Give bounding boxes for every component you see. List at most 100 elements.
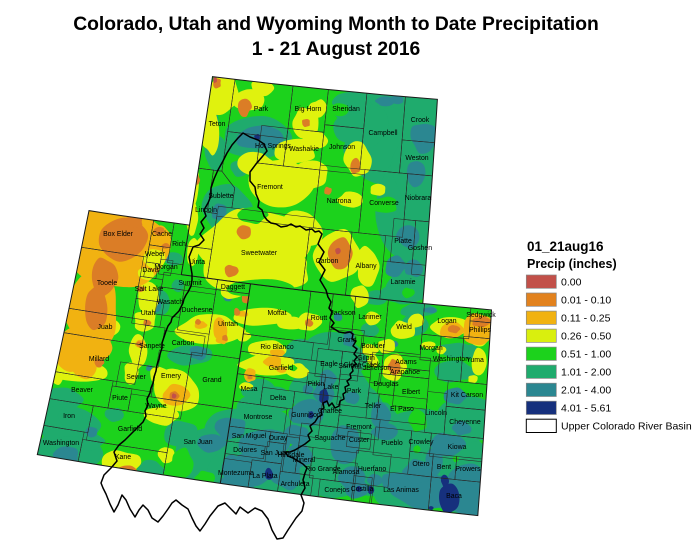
svg-text:Carbon: Carbon [316, 258, 339, 265]
svg-text:Fremont: Fremont [257, 184, 283, 191]
svg-text:Montezuma: Montezuma [218, 470, 254, 477]
svg-text:Emery: Emery [161, 373, 181, 380]
svg-text:Fremont: Fremont [346, 424, 372, 431]
svg-text:Jackson: Jackson [330, 310, 355, 317]
svg-text:Duchesne: Duchesne [181, 307, 212, 314]
svg-text:Costilla: Costilla [351, 486, 374, 493]
svg-text:San Miguel: San Miguel [232, 433, 267, 440]
svg-text:Cache: Cache [152, 231, 172, 238]
svg-text:Lake: Lake [324, 384, 339, 391]
svg-text:Hot Springs: Hot Springs [255, 143, 292, 150]
svg-text:0.51 - 1.00: 0.51 - 1.00 [561, 349, 611, 361]
svg-text:Douglas: Douglas [373, 381, 399, 388]
svg-text:Las Animas: Las Animas [383, 487, 419, 494]
svg-text:Millard: Millard [89, 356, 109, 363]
svg-text:Precip (inches): Precip (inches) [527, 257, 617, 271]
svg-text:Sublette: Sublette [208, 193, 233, 200]
svg-text:Eagle: Eagle [320, 361, 338, 368]
svg-text:Archuleta: Archuleta [280, 481, 309, 488]
svg-text:Laramie: Laramie [391, 279, 416, 286]
svg-text:Alamosa: Alamosa [333, 469, 360, 476]
svg-text:Washington: Washington [433, 356, 469, 363]
svg-text:Park: Park [347, 388, 362, 395]
svg-text:Park: Park [254, 106, 269, 113]
svg-text:Delta: Delta [270, 395, 286, 402]
svg-text:Saguache: Saguache [314, 435, 345, 442]
svg-text:La Plata: La Plata [252, 473, 277, 480]
svg-text:Campbell: Campbell [368, 130, 398, 137]
svg-text:0.26 - 0.50: 0.26 - 0.50 [561, 331, 611, 343]
svg-text:Teller: Teller [365, 403, 382, 410]
svg-text:Logan: Logan [437, 318, 456, 325]
svg-text:Kane: Kane [115, 454, 131, 461]
svg-text:2.01 - 4.00: 2.01 - 4.00 [561, 385, 611, 397]
svg-text:El Paso: El Paso [390, 406, 414, 413]
svg-text:Boulder: Boulder [361, 343, 385, 350]
svg-text:Uinta: Uinta [189, 259, 205, 266]
svg-text:Dolores: Dolores [233, 447, 257, 454]
svg-text:Hinsdale: Hinsdale [278, 452, 305, 459]
svg-text:Davis: Davis [142, 267, 160, 274]
svg-text:Wasatch: Wasatch [157, 299, 184, 306]
svg-text:Big Horn: Big Horn [295, 106, 322, 113]
svg-text:Garfield: Garfield [118, 426, 142, 433]
svg-text:Niobrara: Niobrara [405, 195, 432, 202]
svg-text:Baca: Baca [446, 493, 462, 500]
svg-text:Ouray: Ouray [269, 435, 288, 442]
svg-text:Larimer: Larimer [358, 314, 382, 321]
svg-text:Pueblo: Pueblo [381, 440, 403, 447]
svg-text:Tooele: Tooele [97, 280, 117, 287]
svg-text:Washakie: Washakie [289, 146, 319, 153]
svg-text:Morgan: Morgan [154, 264, 178, 271]
svg-text:Routt: Routt [311, 315, 328, 322]
svg-text:Juab: Juab [98, 324, 113, 331]
svg-text:Conejos: Conejos [324, 487, 350, 494]
svg-text:Crook: Crook [411, 117, 430, 124]
svg-text:4.01 - 5.61: 4.01 - 5.61 [561, 403, 611, 415]
svg-text:Adams: Adams [395, 359, 417, 366]
svg-text:Mineral: Mineral [293, 457, 316, 464]
svg-text:Grand: Grand [202, 377, 221, 384]
svg-text:Sweetwater: Sweetwater [241, 250, 278, 257]
svg-text:Chaffee: Chaffee [318, 408, 342, 415]
svg-text:Kit Carson: Kit Carson [451, 392, 483, 399]
svg-text:Converse: Converse [369, 200, 399, 207]
svg-text:Lincoln: Lincoln [195, 207, 217, 214]
svg-text:Piute: Piute [112, 395, 128, 402]
svg-text:Summit: Summit [178, 280, 201, 287]
svg-text:Kiowa: Kiowa [448, 444, 467, 451]
svg-text:Custer: Custer [349, 437, 370, 444]
svg-text:Otero: Otero [412, 461, 429, 468]
svg-text:Sheridan: Sheridan [332, 106, 360, 113]
svg-text:Carbon: Carbon [172, 340, 195, 347]
svg-text:Daggett: Daggett [221, 284, 245, 291]
svg-text:Natrona: Natrona [327, 198, 352, 205]
svg-text:Sevier: Sevier [126, 374, 146, 381]
svg-text:Gunnison: Gunnison [291, 412, 321, 419]
svg-text:Sedgwick: Sedgwick [466, 312, 496, 319]
svg-text:Iron: Iron [63, 413, 75, 420]
svg-text:Lincoln: Lincoln [425, 410, 447, 417]
svg-text:Beaver: Beaver [71, 387, 94, 394]
svg-text:Pitkin: Pitkin [308, 381, 325, 388]
svg-text:Montrose: Montrose [244, 414, 273, 421]
svg-text:0.01 - 0.10: 0.01 - 0.10 [561, 295, 611, 307]
svg-text:Bent: Bent [437, 464, 451, 471]
svg-text:Rio Blanco: Rio Blanco [260, 344, 293, 351]
svg-text:Yuma: Yuma [466, 357, 484, 364]
svg-text:Arapahoe: Arapahoe [390, 369, 420, 376]
svg-text:Grand: Grand [337, 337, 356, 344]
svg-text:01_21aug16: 01_21aug16 [527, 239, 604, 254]
svg-text:Mesa: Mesa [241, 386, 258, 393]
svg-text:Rich: Rich [172, 241, 186, 248]
svg-text:Utah: Utah [141, 310, 156, 317]
svg-text:0.11 - 0.25: 0.11 - 0.25 [561, 313, 611, 325]
svg-text:Albany: Albany [355, 263, 377, 270]
svg-text:Morgan: Morgan [419, 345, 443, 352]
svg-text:Clear Creek: Clear Creek [344, 362, 381, 369]
svg-text:Washington: Washington [43, 440, 79, 447]
svg-text:Teton: Teton [209, 121, 226, 128]
svg-text:Jefferson: Jefferson [363, 365, 391, 372]
svg-text:Moffat: Moffat [267, 310, 286, 317]
svg-text:San Juan: San Juan [260, 450, 289, 457]
